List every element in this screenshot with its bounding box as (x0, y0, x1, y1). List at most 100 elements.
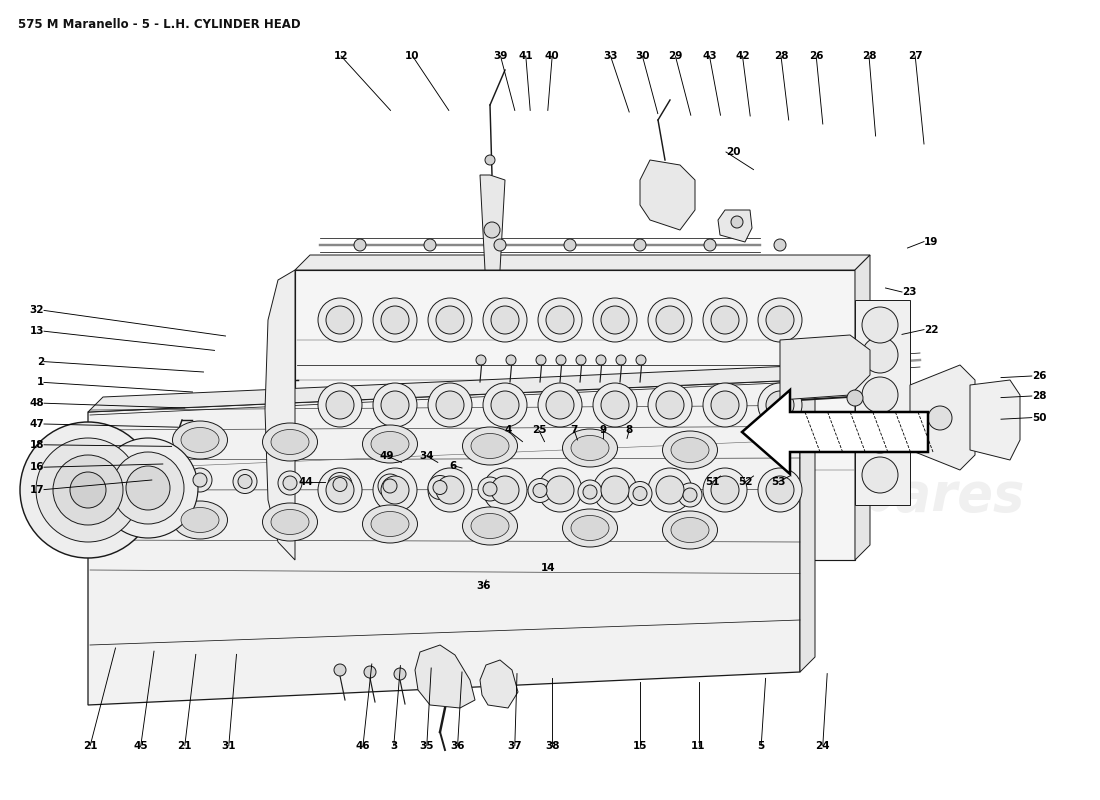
Circle shape (381, 476, 409, 504)
Circle shape (378, 474, 402, 498)
Circle shape (601, 306, 629, 334)
Circle shape (774, 239, 786, 251)
Text: 27: 27 (908, 51, 923, 61)
Circle shape (632, 486, 647, 501)
Ellipse shape (671, 518, 710, 542)
Polygon shape (640, 160, 695, 230)
Circle shape (354, 239, 366, 251)
Circle shape (491, 476, 519, 504)
Text: 3: 3 (390, 741, 397, 750)
Ellipse shape (471, 434, 509, 458)
Circle shape (766, 476, 794, 504)
Ellipse shape (671, 438, 710, 462)
Circle shape (20, 422, 156, 558)
Polygon shape (480, 660, 518, 708)
Circle shape (683, 488, 697, 502)
Circle shape (381, 391, 409, 419)
Text: 35: 35 (419, 741, 435, 750)
Circle shape (758, 298, 802, 342)
Circle shape (546, 306, 574, 334)
Text: 10: 10 (405, 51, 420, 61)
Text: 575 M Maranello - 5 - L.H. CYLINDER HEAD: 575 M Maranello - 5 - L.H. CYLINDER HEAD (18, 18, 300, 31)
Text: 30: 30 (635, 51, 650, 61)
Circle shape (601, 476, 629, 504)
Circle shape (862, 307, 898, 343)
Text: 21: 21 (82, 741, 98, 750)
Circle shape (556, 355, 566, 365)
Text: 6: 6 (450, 461, 456, 470)
Circle shape (648, 383, 692, 427)
Ellipse shape (363, 505, 418, 543)
Circle shape (484, 222, 500, 238)
Circle shape (704, 239, 716, 251)
Text: 14: 14 (540, 563, 556, 573)
Circle shape (593, 298, 637, 342)
Text: 39: 39 (493, 51, 508, 61)
Ellipse shape (371, 431, 409, 457)
Text: 45: 45 (133, 741, 148, 750)
Circle shape (318, 298, 362, 342)
Circle shape (583, 485, 597, 499)
Circle shape (564, 239, 576, 251)
Polygon shape (855, 255, 870, 560)
Circle shape (596, 355, 606, 365)
Circle shape (538, 298, 582, 342)
Circle shape (758, 468, 802, 512)
Text: 52: 52 (738, 477, 754, 486)
Text: 28: 28 (1032, 391, 1046, 401)
Circle shape (628, 482, 652, 506)
Circle shape (394, 668, 406, 680)
Text: 36: 36 (476, 581, 492, 590)
Text: 9: 9 (600, 426, 606, 435)
Text: 40: 40 (544, 51, 560, 61)
Circle shape (656, 306, 684, 334)
Circle shape (491, 391, 519, 419)
Ellipse shape (662, 431, 717, 469)
Circle shape (593, 383, 637, 427)
Text: 11: 11 (691, 741, 706, 750)
Circle shape (506, 355, 516, 365)
Text: eurospares: eurospares (233, 430, 691, 498)
Polygon shape (415, 645, 475, 708)
Circle shape (862, 417, 898, 453)
Text: 18: 18 (30, 440, 44, 450)
Circle shape (318, 468, 362, 512)
Circle shape (112, 452, 184, 524)
Circle shape (711, 476, 739, 504)
Circle shape (188, 468, 212, 492)
Circle shape (283, 476, 297, 490)
Text: 22: 22 (924, 325, 938, 334)
Text: 25: 25 (531, 426, 547, 435)
Circle shape (536, 355, 546, 365)
Circle shape (383, 479, 397, 493)
Text: 51: 51 (705, 477, 720, 486)
Text: 49: 49 (379, 451, 395, 461)
Circle shape (126, 466, 170, 510)
Circle shape (326, 306, 354, 334)
Text: 41: 41 (518, 51, 534, 61)
Circle shape (428, 475, 452, 499)
Text: 21: 21 (177, 741, 192, 750)
Text: 1: 1 (36, 378, 44, 387)
Circle shape (278, 471, 303, 495)
Circle shape (424, 239, 436, 251)
Circle shape (373, 468, 417, 512)
Text: 12: 12 (333, 51, 349, 61)
Text: 19: 19 (924, 237, 938, 246)
Ellipse shape (562, 429, 617, 467)
Text: 46: 46 (355, 741, 371, 750)
Circle shape (333, 478, 346, 491)
Circle shape (70, 472, 106, 508)
Circle shape (601, 391, 629, 419)
Text: 2: 2 (36, 357, 44, 366)
Text: 48: 48 (30, 398, 44, 408)
Circle shape (334, 664, 346, 676)
Circle shape (534, 483, 547, 498)
Text: 37: 37 (507, 741, 522, 750)
Polygon shape (855, 300, 910, 505)
Text: 31: 31 (221, 741, 236, 750)
Ellipse shape (263, 503, 318, 541)
Text: 7: 7 (571, 426, 578, 435)
Text: 33: 33 (603, 51, 618, 61)
Circle shape (36, 438, 140, 542)
